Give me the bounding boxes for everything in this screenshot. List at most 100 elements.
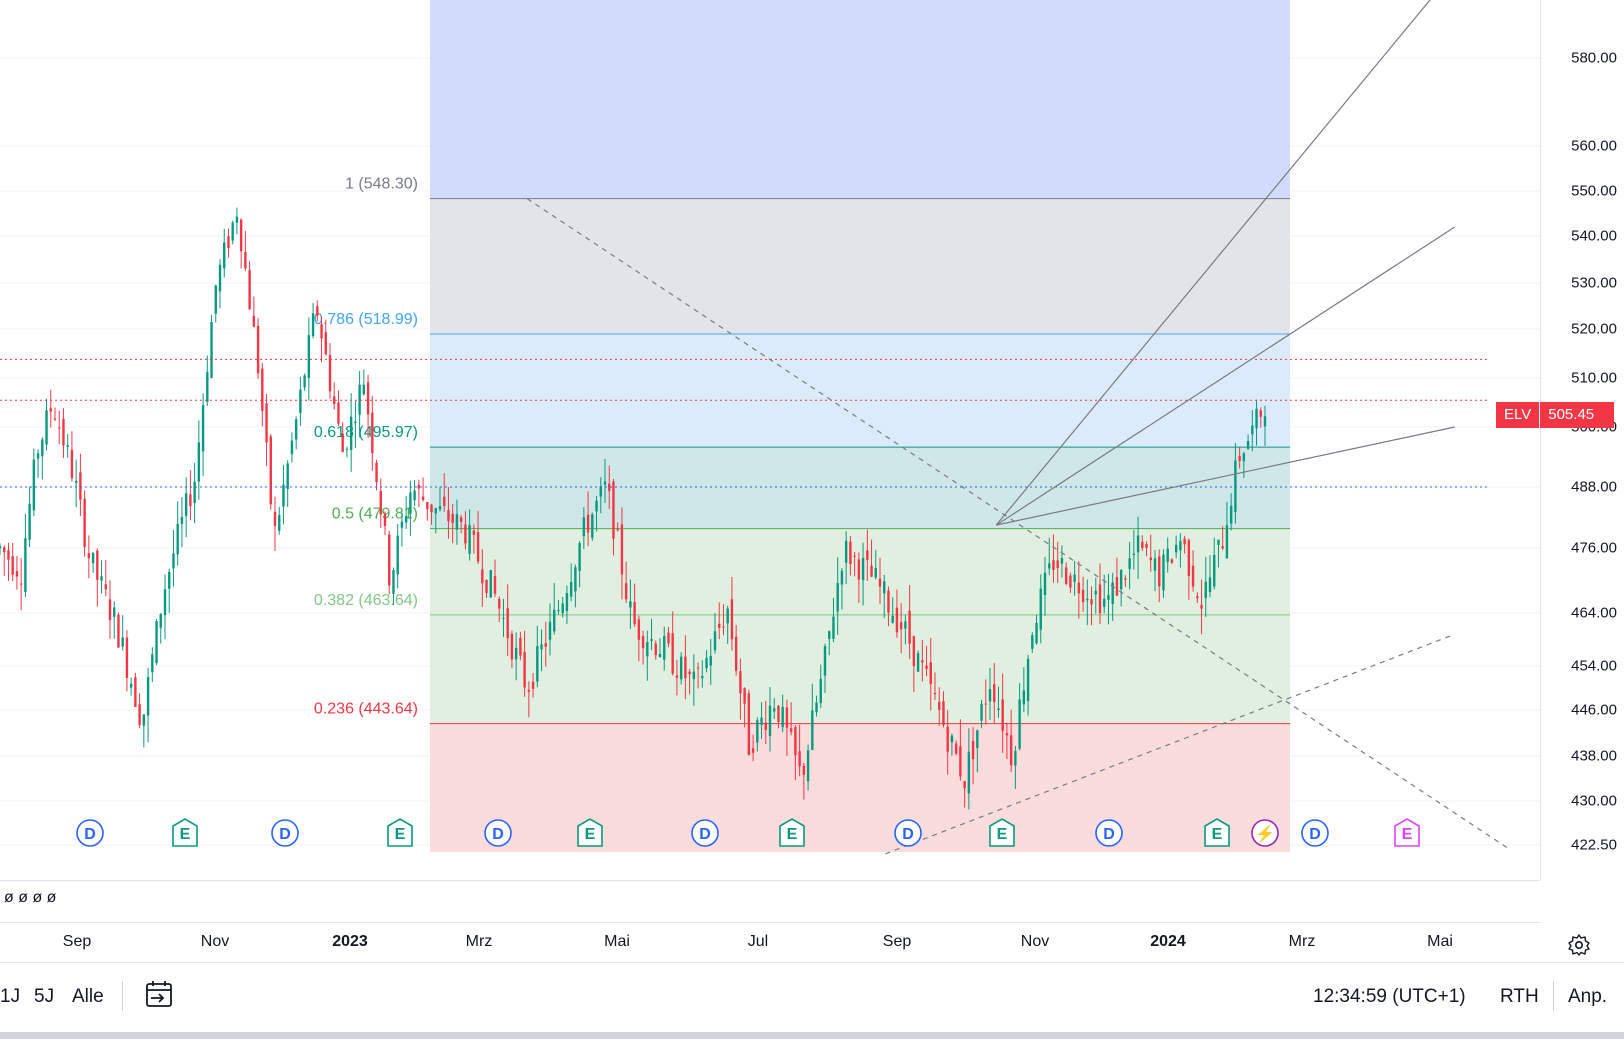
candle-body bbox=[608, 483, 611, 492]
range-5y-button[interactable]: 5J bbox=[34, 986, 55, 1007]
candle-body bbox=[692, 671, 696, 680]
date-range-icon[interactable] bbox=[143, 978, 177, 1012]
candle-body bbox=[1208, 577, 1212, 593]
candle-body bbox=[1052, 560, 1055, 570]
candle-body bbox=[895, 607, 899, 633]
trend-line bbox=[885, 633, 1455, 855]
candle-body bbox=[760, 717, 763, 726]
candle-body bbox=[616, 529, 619, 531]
candle-body bbox=[1103, 598, 1106, 607]
candle-body bbox=[108, 599, 112, 621]
ohlc-values: ø ø ø ø bbox=[4, 889, 57, 906]
candle-body bbox=[1086, 598, 1089, 601]
candle-body bbox=[1234, 460, 1237, 513]
candle-body bbox=[341, 433, 344, 453]
candle-body bbox=[1119, 570, 1123, 590]
candle-body bbox=[1174, 544, 1178, 553]
candle-body bbox=[696, 667, 700, 669]
candle-body bbox=[857, 559, 861, 580]
time-axis[interactable]: Sep Nov 2023 Mrz Mai Jul Sep Nov 2024 Mrz Mai bbox=[0, 922, 1540, 963]
candle-body bbox=[916, 653, 920, 672]
candle-body bbox=[468, 525, 471, 554]
event-marker-label: E bbox=[787, 826, 798, 843]
candle-body bbox=[768, 705, 772, 736]
candle-body bbox=[489, 570, 492, 598]
candle-body bbox=[362, 384, 366, 395]
event-marker-label: D bbox=[699, 826, 711, 843]
earnings-marker bbox=[779, 818, 805, 847]
settings-button[interactable] bbox=[1564, 930, 1594, 960]
candle-body bbox=[223, 242, 226, 269]
candle-body bbox=[701, 676, 704, 679]
fib-zone-0.786-0.618 bbox=[430, 333, 1290, 448]
time-tick-label: Mai bbox=[604, 933, 630, 950]
price-axis[interactable]: 580.00 560.00 550.00 540.00 530.00 520.00 510.… bbox=[1540, 0, 1624, 880]
dividend-marker bbox=[484, 819, 512, 847]
candle-body bbox=[1115, 577, 1119, 596]
trend-line bbox=[996, 426, 1455, 526]
candle-body bbox=[1026, 658, 1030, 701]
time-tick-label: Mai bbox=[1427, 933, 1453, 950]
chart-pane[interactable]: 1 (548.30) 0.786 (518.99) 0.618 (495.97) 0.… bbox=[0, 0, 1540, 880]
adjust-button[interactable]: Anp. bbox=[1568, 986, 1608, 1007]
candle-body bbox=[79, 472, 82, 500]
candle-body bbox=[303, 375, 306, 388]
clock-display[interactable]: 12:34:59 (UTC+1) bbox=[1313, 986, 1466, 1007]
candle-body bbox=[853, 555, 856, 557]
event-marker-label: D bbox=[84, 826, 96, 843]
candle-body bbox=[1158, 556, 1161, 587]
candle-body bbox=[447, 509, 450, 522]
candle-body bbox=[954, 743, 958, 754]
candle-body bbox=[1124, 578, 1127, 580]
candle-body bbox=[988, 689, 992, 702]
candle-body bbox=[201, 404, 205, 452]
last-price-value: 505.45 bbox=[1540, 402, 1615, 428]
candle-body bbox=[417, 484, 421, 489]
price-tick-label: 454.00 bbox=[1571, 657, 1617, 675]
candle-body bbox=[104, 584, 107, 590]
candle-body bbox=[870, 565, 873, 577]
candle-body bbox=[189, 494, 192, 507]
fib-label-0.786: 0.786 (518.99) bbox=[314, 311, 418, 328]
range-1y-button[interactable]: 1J bbox=[0, 986, 21, 1007]
symbol-label: ELV bbox=[1496, 402, 1540, 428]
candle-body bbox=[299, 389, 302, 413]
candle-body bbox=[963, 781, 966, 789]
earnings-marker bbox=[172, 818, 198, 847]
event-marker-label: D bbox=[492, 826, 504, 843]
range-all-button[interactable]: Alle bbox=[72, 986, 104, 1007]
candle-body bbox=[248, 270, 251, 310]
time-tick-label: Nov bbox=[1020, 933, 1050, 950]
candle-body bbox=[210, 322, 213, 378]
ohlc-row: ø ø ø ø bbox=[0, 880, 1540, 923]
candle-body bbox=[1259, 410, 1262, 417]
toolbar-divider bbox=[1553, 981, 1554, 1011]
candle-body bbox=[476, 532, 480, 562]
candle-body bbox=[278, 515, 281, 531]
candle-body bbox=[502, 617, 505, 619]
session-toggle[interactable]: RTH bbox=[1500, 986, 1539, 1007]
price-chart[interactable]: 1 (548.30) 0.786 (518.99) 0.618 (495.97) 0.… bbox=[0, 0, 1540, 880]
candle-body bbox=[383, 513, 387, 527]
candle-body bbox=[1187, 539, 1191, 576]
candle-body bbox=[206, 371, 209, 402]
candle-body bbox=[1149, 557, 1152, 561]
gear-icon bbox=[1568, 934, 1590, 956]
candle-body bbox=[874, 567, 877, 578]
candle-body bbox=[718, 623, 721, 629]
candle-body bbox=[705, 657, 708, 669]
candle-body bbox=[646, 642, 649, 657]
trend-line bbox=[995, 0, 1431, 526]
candle-body bbox=[261, 368, 264, 411]
dividend-marker bbox=[691, 819, 719, 847]
candle-body bbox=[946, 726, 949, 752]
candle-body bbox=[1022, 690, 1026, 705]
candle-body bbox=[349, 416, 353, 451]
candle-body bbox=[151, 654, 154, 673]
candle-body bbox=[1073, 574, 1076, 582]
price-tick-label: 476.00 bbox=[1571, 539, 1617, 557]
fib-label-0.382: 0.382 (463.64) bbox=[314, 592, 418, 609]
price-tick-label: 550.00 bbox=[1571, 182, 1617, 200]
candle-body bbox=[96, 550, 99, 580]
candle-body bbox=[548, 621, 552, 640]
